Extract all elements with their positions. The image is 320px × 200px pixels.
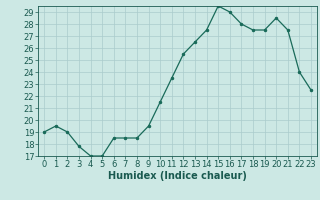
X-axis label: Humidex (Indice chaleur): Humidex (Indice chaleur): [108, 171, 247, 181]
